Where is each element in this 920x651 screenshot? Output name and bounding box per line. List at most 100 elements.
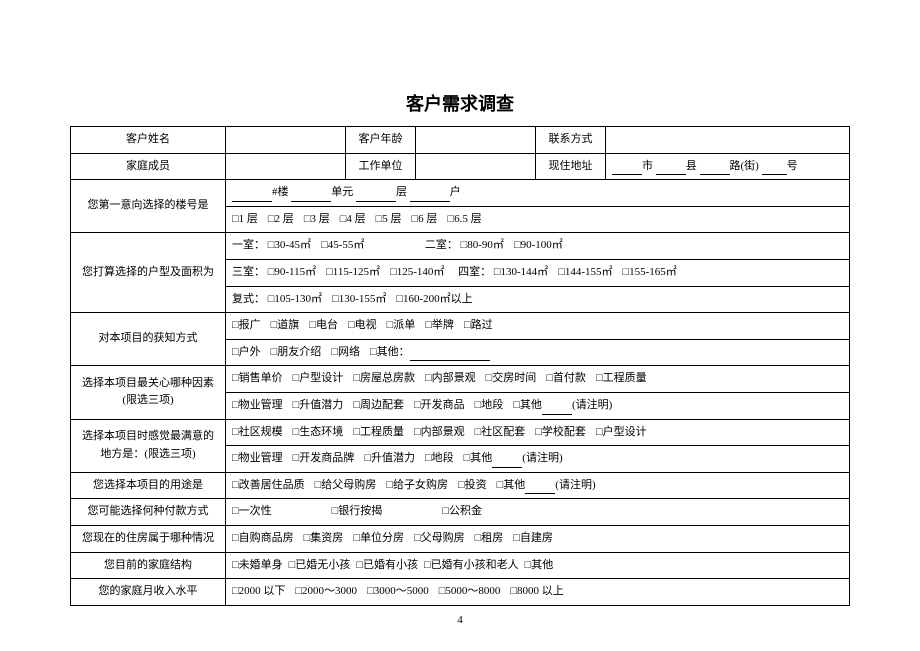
checkbox-option[interactable]: □户型设计 (293, 370, 344, 388)
val-area-3[interactable]: 复式： □105-130㎡□130-155㎡□160-200㎡以上 (226, 286, 850, 313)
checkbox-option[interactable]: □物业管理 (232, 450, 283, 468)
checkbox-option[interactable]: □2 层 (268, 211, 294, 229)
checkbox-option[interactable]: □80-90㎡ (461, 237, 504, 255)
checkbox-option[interactable]: □租房 (475, 530, 504, 548)
checkbox-option[interactable]: □开发商品 (414, 397, 465, 415)
checkbox-option[interactable]: □其他 (497, 477, 526, 495)
checkbox-option[interactable]: □地段 (475, 397, 504, 415)
val-payment[interactable]: □一次性 □银行按揭 □公积金 (226, 499, 850, 526)
checkbox-option[interactable]: □144-155㎡ (558, 264, 612, 282)
checkbox-option[interactable]: □130-144㎡ (494, 264, 548, 282)
checkbox-option[interactable]: □房屋总房款 (353, 370, 415, 388)
checkbox-option[interactable]: □90-100㎡ (514, 237, 563, 255)
checkbox-option[interactable]: □交房时间 (486, 370, 537, 388)
checkbox-option[interactable]: □2000 以下 (232, 583, 285, 601)
checkbox-option[interactable]: □30-45㎡ (268, 237, 311, 255)
checkbox-option[interactable]: □125-140㎡ (390, 264, 444, 282)
checkbox-option[interactable]: □道旗 (271, 317, 300, 335)
checkbox-option[interactable]: □工程质量 (353, 424, 404, 442)
checkbox-option[interactable]: □内部景观 (414, 424, 465, 442)
checkbox-option[interactable]: □给子女购房 (386, 477, 448, 495)
val-work[interactable] (416, 153, 536, 180)
val-name[interactable] (226, 127, 346, 154)
checkbox-option[interactable]: □内部景观 (425, 370, 476, 388)
checkbox-option[interactable]: □工程质量 (596, 370, 647, 388)
val-source-1[interactable]: □报广 □道旗 □电台 □电视 □派单 □举牌 □路过 (226, 313, 850, 340)
checkbox-option[interactable]: □父母购房 (414, 530, 465, 548)
val-area-2[interactable]: 三室： □90-115㎡□115-125㎡□125-140㎡ 四室： □130-… (226, 259, 850, 286)
checkbox-option[interactable]: □3 层 (304, 211, 330, 229)
checkbox-option[interactable]: □物业管理 (232, 397, 283, 415)
checkbox-option[interactable]: □公积金 (442, 503, 482, 521)
checkbox-option[interactable]: □90-115㎡ (268, 264, 316, 282)
checkbox-option[interactable]: □45-55㎡ (321, 237, 364, 255)
checkbox-option[interactable]: □6 层 (412, 211, 438, 229)
checkbox-option[interactable]: □105-130㎡ (268, 291, 322, 309)
checkbox-option[interactable]: □给父母购房 (315, 477, 377, 495)
checkbox-option[interactable]: □升值潜力 (364, 450, 415, 468)
checkbox-option[interactable]: □地段 (425, 450, 454, 468)
checkbox-option[interactable]: □5 层 (376, 211, 402, 229)
checkbox-option[interactable]: □已婚有小孩和老人 (424, 557, 519, 575)
checkbox-option[interactable]: □举牌 (425, 317, 454, 335)
checkbox-option[interactable]: □生态环境 (293, 424, 344, 442)
checkbox-option[interactable]: □一次性 (232, 503, 272, 521)
val-family[interactable] (226, 153, 346, 180)
val-satisfy-1[interactable]: □社区规模□生态环境□工程质量□内部景观□社区配套□学校配套□户型设计 (226, 419, 850, 446)
checkbox-option[interactable]: □路过 (464, 317, 493, 335)
val-age[interactable] (416, 127, 536, 154)
checkbox-option[interactable]: □开发商品牌 (293, 450, 355, 468)
val-purpose[interactable]: □改善居住品质□给父母购房□给子女购房□投资□其他(请注明) (226, 472, 850, 499)
val-family-struct[interactable]: □未婚单身□已婚无小孩□已婚有小孩□已婚有小孩和老人□其他 (226, 552, 850, 579)
checkbox-option[interactable]: □改善居住品质 (232, 477, 305, 495)
checkbox-option[interactable]: □派单 (387, 317, 416, 335)
checkbox-option[interactable]: □电视 (348, 317, 377, 335)
val-income[interactable]: □2000 以下 □2000～3000 □3000～5000 □5000～8000 □8… (226, 579, 850, 606)
checkbox-option[interactable]: □已婚无小孩 (289, 557, 351, 575)
checkbox-option[interactable]: □单位分房 (353, 530, 404, 548)
checkbox-option[interactable]: □投资 (458, 477, 487, 495)
val-housing[interactable]: □自购商品房 □集资房 □单位分房 □父母购房 □租房 □自建房 (226, 525, 850, 552)
checkbox-option[interactable]: □155-165㎡ (623, 264, 677, 282)
checkbox-option[interactable]: □自建房 (513, 530, 553, 548)
val-satisfy-2[interactable]: □物业管理□开发商品牌□升值潜力□地段□其他(请注明) (226, 446, 850, 473)
val-building-line1[interactable]: #楼 单元 层 户 (226, 180, 850, 207)
checkbox-option[interactable]: □160-200㎡以上 (396, 291, 472, 309)
checkbox-option[interactable]: □130-155㎡ (332, 291, 386, 309)
checkbox-option[interactable]: □朋友介绍 (271, 344, 322, 362)
checkbox-option[interactable]: □未婚单身 (232, 557, 283, 575)
checkbox-option[interactable]: □户外 (232, 344, 261, 362)
val-contact[interactable] (606, 127, 850, 154)
checkbox-option[interactable]: □自购商品房 (232, 530, 294, 548)
checkbox-option[interactable]: □其他 (525, 557, 554, 575)
checkbox-option[interactable]: □首付款 (546, 370, 586, 388)
checkbox-option[interactable]: □升值潜力 (293, 397, 344, 415)
val-source-2[interactable]: □户外 □朋友介绍 □网络 □其他： (226, 339, 850, 366)
val-concern-2[interactable]: □物业管理□升值潜力□周边配套□开发商品□地段□其他(请注明) (226, 392, 850, 419)
checkbox-option[interactable]: □销售单价 (232, 370, 283, 388)
checkbox-option[interactable]: □6.5 层 (447, 211, 481, 229)
checkbox-option[interactable]: □其他 (464, 450, 493, 468)
checkbox-option[interactable]: □8000 以上 (510, 583, 563, 601)
checkbox-option[interactable]: □3000～5000 (367, 583, 429, 601)
checkbox-option[interactable]: □2000～3000 (295, 583, 357, 601)
checkbox-option[interactable]: □社区配套 (475, 424, 526, 442)
checkbox-option[interactable]: □115-125㎡ (326, 264, 380, 282)
val-concern-1[interactable]: □销售单价 □户型设计 □房屋总房款 □内部景观 □交房时间 □首付款 □工程质量 (226, 366, 850, 393)
checkbox-option[interactable]: □周边配套 (353, 397, 404, 415)
checkbox-option[interactable]: □电台 (309, 317, 338, 335)
checkbox-option[interactable]: □集资房 (304, 530, 344, 548)
checkbox-option[interactable]: □报广 (232, 317, 261, 335)
val-addr[interactable]: 市 县 路(街) 号 (606, 153, 850, 180)
checkbox-option[interactable]: □4 层 (340, 211, 366, 229)
checkbox-option[interactable]: □其他 (513, 397, 542, 415)
checkbox-option[interactable]: □1 层 (232, 211, 258, 229)
checkbox-option[interactable]: □社区规模 (232, 424, 283, 442)
checkbox-option[interactable]: □网络 (331, 344, 360, 362)
checkbox-option[interactable]: □其他： (370, 344, 410, 362)
checkbox-option[interactable]: □5000～8000 (439, 583, 501, 601)
checkbox-option[interactable]: □户型设计 (596, 424, 647, 442)
val-building-floors[interactable]: □1 层 □2 层 □3 层 □4 层 □5 层 □6 层 □6.5 层 (226, 206, 850, 233)
checkbox-option[interactable]: □银行按揭 (332, 503, 383, 521)
val-area-1[interactable]: 一室： □30-45㎡□45-55㎡ 二室： □80-90㎡□90-100㎡ (226, 233, 850, 260)
